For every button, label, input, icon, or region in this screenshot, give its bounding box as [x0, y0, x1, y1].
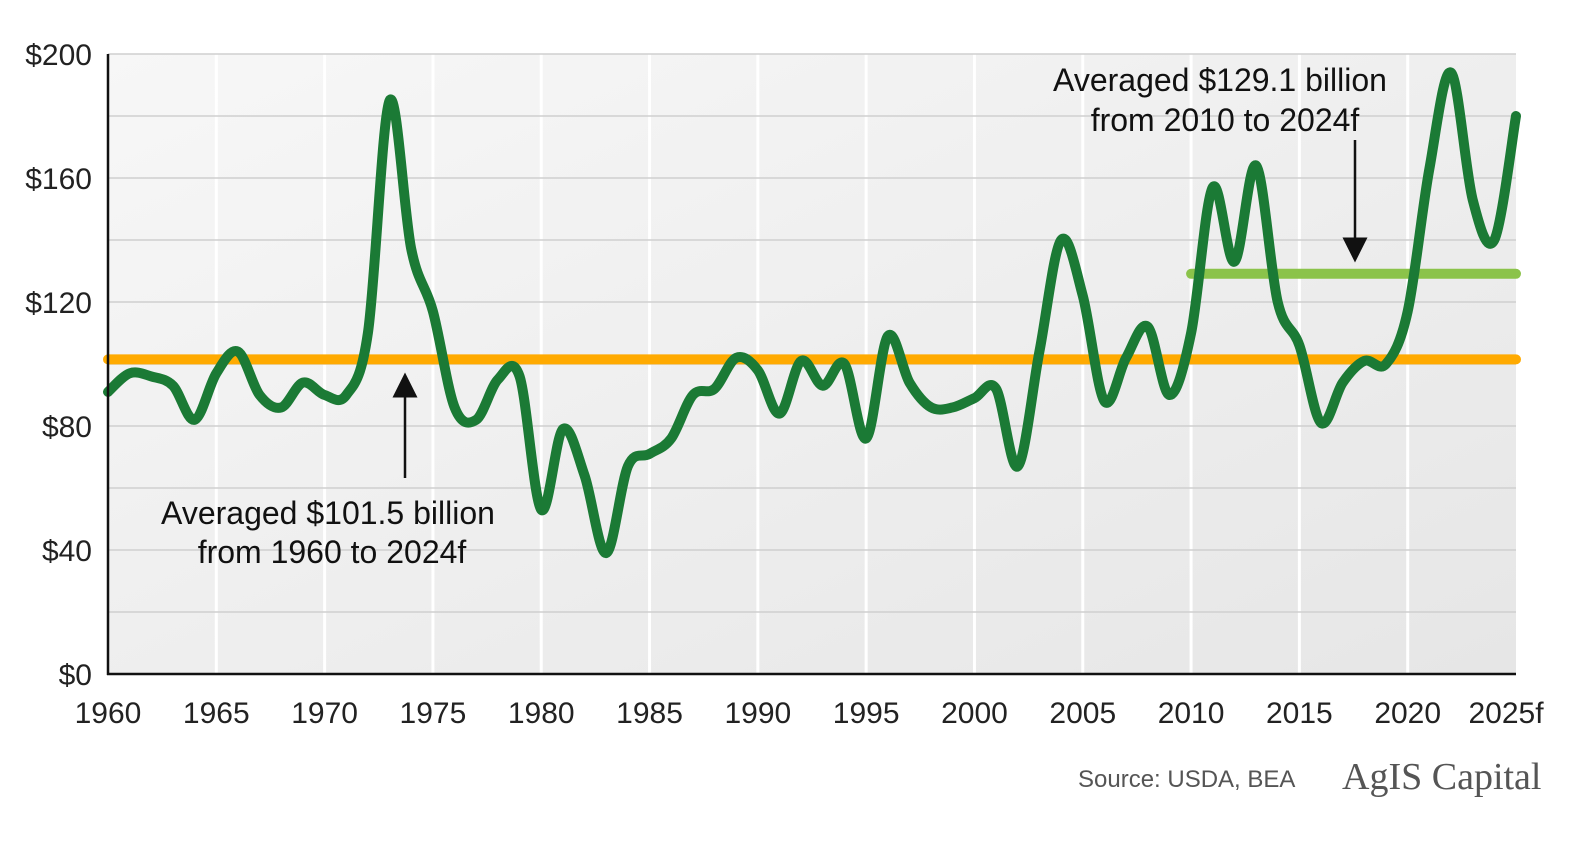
- x-tick-label: 1995: [833, 697, 900, 730]
- x-tick-label: 2000: [941, 697, 1008, 730]
- y-tick-label: $40: [42, 535, 92, 568]
- axes: [106, 54, 1516, 676]
- annotation-1-line1: Averaged $101.5 billion: [161, 495, 495, 531]
- x-tick-label: 1990: [724, 697, 791, 730]
- x-tick-label: 2010: [1158, 697, 1225, 730]
- annotation-average-2010-2024: Averaged $129.1 billion from 2010 to 202…: [1053, 62, 1387, 263]
- x-tick-label: 1980: [508, 697, 575, 730]
- x-tick-label: 2020: [1374, 697, 1441, 730]
- reference-lines: [103, 268, 1521, 365]
- x-axis-ticks: 1960 1965 1970 1975 1980 1985 1990 1995 2000 2005…: [75, 697, 1545, 730]
- brand-logo: AgIS Capital: [1342, 756, 1541, 798]
- x-tick-label: 2005: [1049, 697, 1116, 730]
- x-tick-label: 1960: [75, 697, 142, 730]
- x-tick-label: 1985: [616, 697, 683, 730]
- annotation-2-line2: from 2010 to 2024f: [1091, 102, 1360, 138]
- series-line-1: [103, 67, 1521, 559]
- annotation-2-line1: Averaged $129.1 billion: [1053, 62, 1387, 98]
- y-tick-label: $120: [25, 287, 92, 320]
- annotation-average-1960-2024: Averaged $101.5 billion from 1960 to 202…: [161, 372, 495, 570]
- x-tick-label: 1965: [183, 697, 250, 730]
- data-series: [103, 67, 1521, 559]
- annotation-1-line2: from 1960 to 2024f: [198, 534, 467, 570]
- x-tick-label: 1970: [291, 697, 358, 730]
- x-tick-label: 1975: [400, 697, 467, 730]
- y-tick-label: $200: [25, 39, 92, 72]
- x-tick-label: 2015: [1266, 697, 1333, 730]
- y-tick-label: $0: [59, 659, 92, 692]
- source-note: Source: USDA, BEA: [1078, 766, 1295, 793]
- x-tick-label: 2025f: [1468, 697, 1544, 730]
- y-axis-ticks: $0 $40 $80 $120 $160 $200: [25, 39, 92, 692]
- y-tick-label: $80: [42, 411, 92, 444]
- y-tick-label: $160: [25, 163, 92, 196]
